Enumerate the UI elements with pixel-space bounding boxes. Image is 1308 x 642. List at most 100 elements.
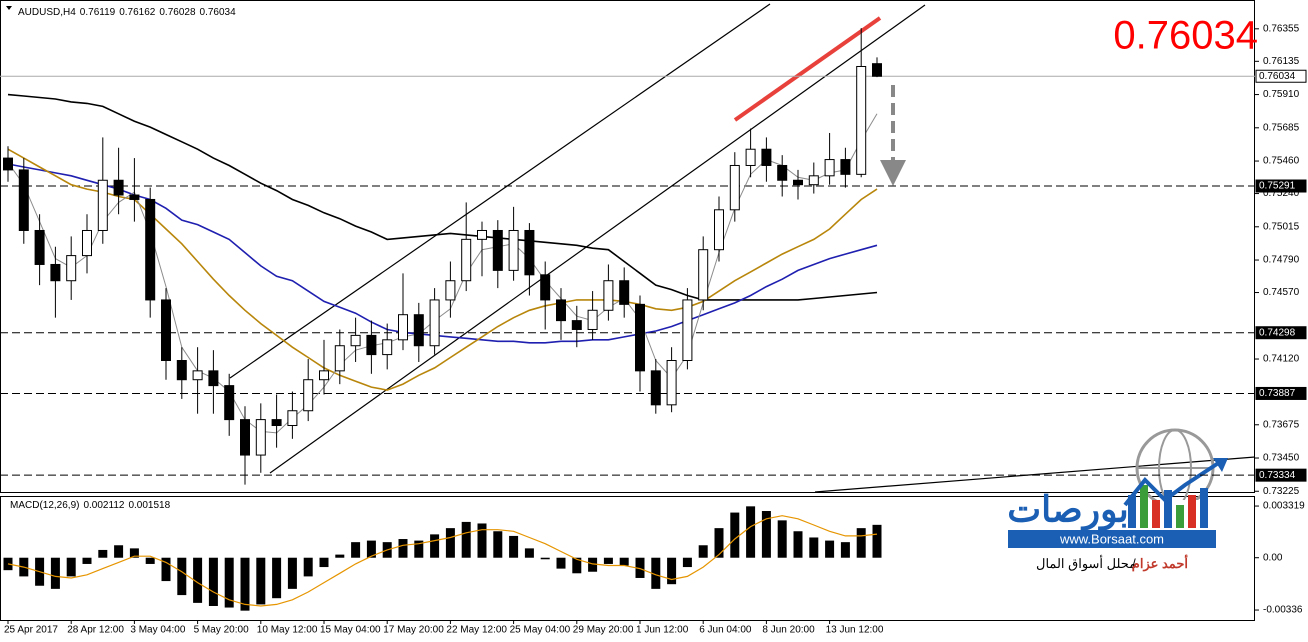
y-tick-label: 0.73225 bbox=[1263, 486, 1300, 497]
main-panel bbox=[0, 0, 1255, 493]
candle-body bbox=[82, 229, 92, 257]
trendline bbox=[814, 456, 1256, 493]
candle-body bbox=[492, 229, 503, 271]
macd-name: MACD(12,26,9) bbox=[10, 500, 79, 511]
candle-body bbox=[429, 299, 440, 347]
y-tick-label: 0.75685 bbox=[1263, 122, 1300, 133]
macd-bar bbox=[667, 557, 677, 585]
macd-bar bbox=[351, 542, 361, 558]
moving-average bbox=[7, 93, 878, 301]
candle-body bbox=[97, 179, 108, 231]
x-tick-label: 25 May 04:00 bbox=[510, 625, 571, 636]
macd-bar bbox=[603, 557, 613, 564]
macd-bar bbox=[445, 528, 455, 558]
macd-bar bbox=[430, 534, 440, 558]
candle-body bbox=[445, 280, 456, 301]
candle-body bbox=[3, 157, 13, 171]
y-tick-label: 0.74570 bbox=[1263, 287, 1300, 298]
channel-lower bbox=[269, 4, 926, 474]
x-tick-label: 5 May 20:00 bbox=[194, 625, 249, 636]
level-box bbox=[1255, 326, 1307, 340]
macd-bar bbox=[177, 557, 187, 596]
level-label: 0.73334 bbox=[1259, 470, 1296, 481]
icon-bar bbox=[1152, 500, 1160, 528]
candle-body bbox=[66, 255, 77, 282]
macd-bar bbox=[50, 557, 60, 589]
level-box bbox=[1255, 179, 1307, 193]
macd-bar bbox=[761, 511, 771, 558]
macd-bar bbox=[224, 557, 234, 608]
macd-bar bbox=[872, 524, 882, 558]
icon-bar bbox=[1128, 495, 1136, 528]
macd-bar bbox=[588, 557, 598, 572]
macd-bar bbox=[240, 557, 250, 611]
candle-body bbox=[287, 410, 298, 427]
channel-upper bbox=[229, 3, 771, 379]
y-tick-label: 0.75910 bbox=[1263, 89, 1300, 100]
arrow-head bbox=[880, 160, 906, 186]
macd-bar bbox=[856, 528, 866, 558]
y-tick-label: -0.00336 bbox=[1263, 605, 1303, 616]
candle-body bbox=[729, 164, 740, 211]
candle-body bbox=[303, 379, 314, 412]
macd-bar bbox=[319, 557, 329, 568]
macd-bar bbox=[66, 557, 76, 577]
x-tick-label: 3 May 04:00 bbox=[130, 625, 185, 636]
candle-body bbox=[398, 314, 408, 341]
high: 0.76162 bbox=[119, 7, 156, 18]
candle-body bbox=[382, 339, 393, 356]
candle-body bbox=[619, 280, 630, 305]
author: أحمد عزام bbox=[1132, 555, 1189, 572]
candle-body bbox=[524, 229, 535, 276]
candle-body bbox=[650, 370, 661, 406]
icon-bar bbox=[1188, 495, 1196, 528]
trendlines bbox=[229, 3, 1256, 493]
macd-value: 0.002112 bbox=[83, 500, 124, 511]
candle-body bbox=[334, 345, 345, 372]
macd-bar bbox=[161, 557, 171, 582]
y-tick-label: 0.75240 bbox=[1263, 188, 1300, 199]
y-tick-label: 0.76355 bbox=[1263, 23, 1300, 34]
candle-body bbox=[477, 229, 487, 240]
macd-bar bbox=[493, 531, 503, 558]
close: 0.76034 bbox=[200, 7, 237, 18]
candle-body bbox=[145, 198, 156, 301]
candle-body bbox=[872, 63, 882, 77]
macd-panel bbox=[0, 496, 1255, 621]
author-line: أحمد عزام/محلل أسواق المال bbox=[1036, 555, 1188, 572]
level-box bbox=[1255, 386, 1307, 400]
slash: / bbox=[1132, 556, 1136, 571]
macd-bar bbox=[556, 557, 566, 569]
open: 0.76119 bbox=[80, 7, 116, 18]
logo: بورصات www.Borsaat.com أحمد عزام/محلل أس… bbox=[1007, 428, 1228, 572]
candle-body bbox=[714, 209, 724, 251]
candle-body bbox=[745, 148, 756, 166]
macd-bar bbox=[366, 540, 376, 558]
level-label: 0.73887 bbox=[1259, 388, 1296, 399]
icon-arrow bbox=[1213, 458, 1228, 472]
icon-trend bbox=[1123, 460, 1222, 507]
macd-bar bbox=[730, 512, 740, 558]
candle-body bbox=[319, 370, 329, 381]
candle-body bbox=[461, 238, 472, 282]
x-tick-label: 13 Jun 12:00 bbox=[826, 625, 884, 636]
candle-body bbox=[635, 303, 645, 372]
macd-bar bbox=[272, 557, 282, 599]
candle-body bbox=[840, 159, 851, 175]
macd-signal bbox=[7, 515, 878, 607]
icon-bar bbox=[1164, 490, 1172, 528]
candle-body bbox=[540, 274, 551, 301]
candle-body bbox=[350, 334, 361, 347]
x-tick-label: 8 Jun 20:00 bbox=[762, 625, 815, 636]
candle-body bbox=[666, 360, 677, 406]
symbol: AUDUSD,H4 bbox=[18, 7, 76, 18]
y-tick-label: 0.003319 bbox=[1263, 501, 1305, 512]
candle-body bbox=[366, 334, 377, 356]
macd-bar bbox=[572, 557, 582, 574]
icon-bar bbox=[1176, 505, 1184, 528]
candle-body bbox=[556, 299, 566, 322]
candle-body bbox=[777, 164, 788, 181]
header: AUDUSD,H4 0.76119 0.76162 0.76028 0.76034 bbox=[18, 7, 236, 18]
logo-name: بورصات bbox=[1007, 489, 1128, 532]
